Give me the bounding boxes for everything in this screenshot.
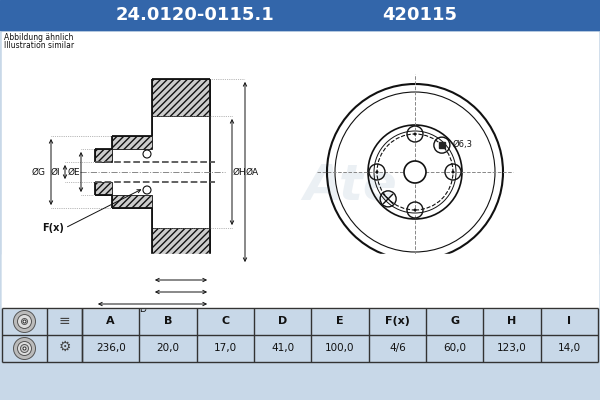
Circle shape — [413, 208, 416, 212]
Bar — [112, 136, 152, 149]
Bar — [95, 149, 112, 162]
Text: ØG: ØG — [32, 168, 46, 176]
Circle shape — [17, 314, 32, 328]
Text: 4/6: 4/6 — [389, 344, 406, 354]
Circle shape — [376, 170, 379, 174]
Bar — [112, 195, 152, 208]
Text: H: H — [508, 316, 517, 326]
Text: D: D — [278, 316, 287, 326]
Text: 24.0120-0115.1: 24.0120-0115.1 — [116, 6, 274, 24]
Text: 14,0: 14,0 — [558, 344, 581, 354]
Circle shape — [452, 170, 455, 174]
Text: F(x): F(x) — [42, 223, 64, 233]
Text: Ate: Ate — [303, 161, 397, 209]
Circle shape — [22, 318, 28, 324]
Bar — [152, 228, 210, 265]
Circle shape — [404, 161, 426, 183]
Text: Abbildung ähnlich: Abbildung ähnlich — [4, 33, 73, 42]
Circle shape — [20, 344, 29, 352]
Text: B: B — [164, 316, 172, 326]
Circle shape — [413, 132, 416, 136]
Bar — [95, 182, 112, 195]
Circle shape — [23, 320, 26, 323]
Text: Ø6,3: Ø6,3 — [453, 140, 473, 149]
Text: ØH: ØH — [233, 168, 247, 176]
Bar — [152, 79, 210, 116]
Text: ØE: ØE — [67, 168, 80, 176]
Circle shape — [23, 347, 26, 350]
Circle shape — [14, 310, 35, 332]
Text: Illustration similar: Illustration similar — [4, 41, 74, 50]
Bar — [439, 142, 445, 148]
Bar — [2, 254, 598, 308]
Text: C (MTH): C (MTH) — [157, 293, 193, 302]
Text: A: A — [106, 316, 115, 326]
Text: 236,0: 236,0 — [96, 344, 125, 354]
Circle shape — [14, 338, 35, 360]
Bar — [2, 32, 598, 308]
Text: ØI: ØI — [50, 168, 60, 176]
Bar — [0, 0, 600, 30]
Text: 17,0: 17,0 — [214, 344, 237, 354]
Text: F(x): F(x) — [385, 316, 410, 326]
Text: ⚙: ⚙ — [58, 340, 71, 354]
Text: 420115: 420115 — [383, 6, 458, 24]
Text: E: E — [336, 316, 344, 326]
Text: 123,0: 123,0 — [497, 344, 527, 354]
Text: I: I — [568, 316, 571, 326]
Circle shape — [17, 342, 32, 356]
Text: G: G — [450, 316, 459, 326]
Text: D: D — [139, 305, 146, 314]
Text: 60,0: 60,0 — [443, 344, 466, 354]
Text: 41,0: 41,0 — [271, 344, 294, 354]
Text: C: C — [221, 316, 229, 326]
Text: 100,0: 100,0 — [325, 344, 355, 354]
Text: ≡: ≡ — [59, 314, 70, 328]
Text: ØA: ØA — [246, 168, 259, 176]
Text: B: B — [178, 281, 184, 290]
Text: 20,0: 20,0 — [157, 344, 179, 354]
